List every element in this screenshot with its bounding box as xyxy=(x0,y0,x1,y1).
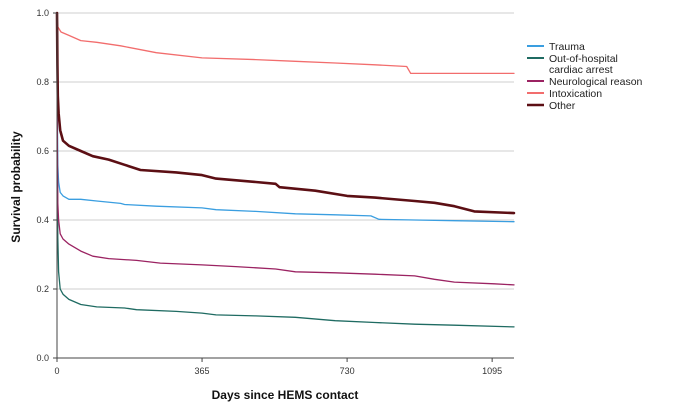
series-line-neurological-reason xyxy=(56,12,515,286)
series-line-trauma xyxy=(56,12,515,223)
x-tick-label: 365 xyxy=(195,366,210,376)
legend-item: Out-of-hospital cardiac arrest xyxy=(527,53,618,76)
series-line-other xyxy=(55,11,516,215)
legend-item: Neurological reason xyxy=(527,76,643,88)
y-axis-title: Survival probability xyxy=(9,131,23,243)
y-tick-label: 1.0 xyxy=(36,8,49,18)
legend-label: Trauma xyxy=(549,41,585,53)
legend-item: Trauma xyxy=(527,41,585,53)
y-tick-label: 0.4 xyxy=(36,215,49,225)
y-tick-label: 0.6 xyxy=(36,146,49,156)
x-tick-label: 0 xyxy=(54,366,59,376)
legend-label: Out-of-hospital cardiac arrest xyxy=(549,53,618,76)
legend-item: Other xyxy=(527,100,576,112)
grid-lines xyxy=(57,12,514,290)
axes: 0.0 0.2 0.4 0.6 0.8 1.0 0 365 730 1095 xyxy=(36,8,514,376)
series-line-intoxication xyxy=(56,12,515,75)
x-axis-title: Days since HEMS contact xyxy=(212,388,359,402)
series-line-out-of-hospital-cardiac-arrest xyxy=(56,12,515,328)
x-tick-label: 1095 xyxy=(482,366,502,376)
y-tick-label: 0.0 xyxy=(36,353,49,363)
legend-label: Other xyxy=(549,100,576,112)
legend-label: Intoxication xyxy=(549,88,602,100)
y-tick-label: 0.2 xyxy=(36,284,49,294)
survival-curves xyxy=(55,11,516,328)
y-tick-label: 0.8 xyxy=(36,77,49,87)
x-tick-label: 730 xyxy=(340,366,355,376)
legend-item: Intoxication xyxy=(527,88,602,100)
legend-label: Neurological reason xyxy=(549,76,643,88)
